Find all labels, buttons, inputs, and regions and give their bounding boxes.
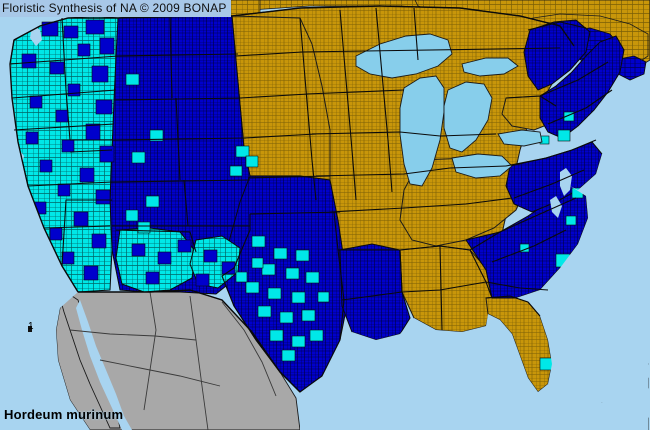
mexico-region	[55, 289, 301, 430]
country-outline	[9, 5, 575, 393]
state-borders	[9, 7, 613, 393]
channel-island-dot	[28, 326, 32, 332]
georgian-bay	[461, 57, 519, 77]
scattered-cyan-counties	[125, 73, 584, 371]
species-name-label: Hordeum murinum	[4, 407, 124, 422]
map-title-banner: Floristic Synthesis of NA © 2009 BONAP	[0, 0, 231, 17]
island-index-marker: 1	[28, 321, 34, 332]
lake-huron	[443, 81, 493, 153]
lake-superior	[355, 33, 453, 79]
lake-erie	[451, 153, 513, 179]
region-northeast	[539, 35, 625, 139]
lake-michigan	[399, 75, 445, 187]
great-lakes	[355, 33, 543, 187]
lake-ontario	[497, 129, 543, 147]
